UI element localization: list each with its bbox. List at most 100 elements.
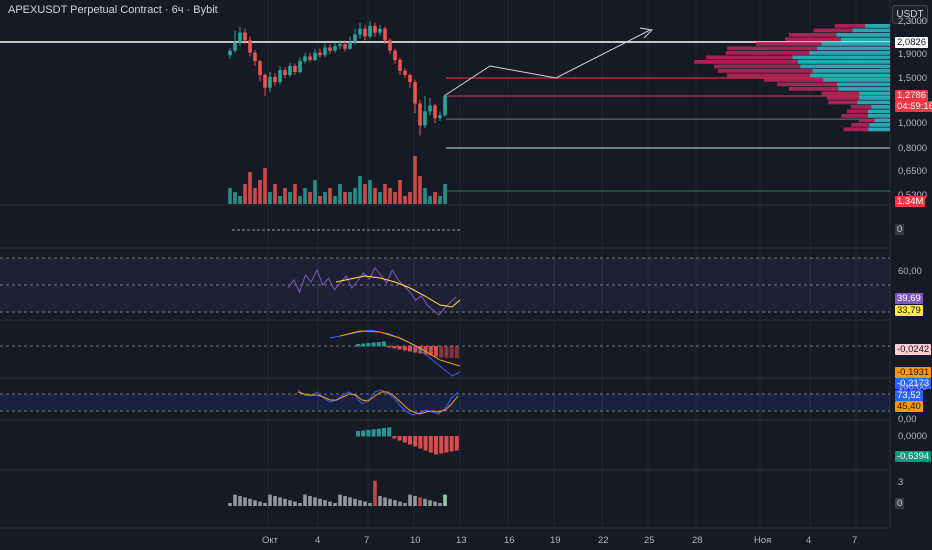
level-high-tag: 2,0826 bbox=[895, 37, 929, 48]
volume-bar bbox=[443, 184, 447, 204]
macd-hist-bar bbox=[428, 346, 433, 356]
volume-bar bbox=[248, 172, 252, 204]
currency-button[interactable]: USDT bbox=[892, 5, 928, 24]
volume-profile-bar bbox=[755, 42, 822, 46]
oscillator-bar bbox=[449, 436, 454, 452]
stoch-band bbox=[0, 394, 890, 411]
oscillator-bar bbox=[356, 431, 360, 437]
volume-bar bbox=[258, 180, 262, 204]
count-tick: 3 bbox=[898, 477, 904, 488]
candle-body bbox=[408, 75, 412, 83]
volume-profile-bar bbox=[858, 118, 875, 123]
volume-profile-bar bbox=[871, 105, 890, 109]
volume-bar bbox=[393, 192, 397, 204]
count-bar bbox=[323, 500, 327, 506]
count-bar bbox=[373, 480, 377, 506]
count-bar bbox=[403, 503, 407, 506]
volume-profile-bar bbox=[838, 87, 890, 91]
oscillator-bar bbox=[402, 436, 407, 443]
candle-body bbox=[358, 28, 362, 35]
candle-body bbox=[393, 50, 397, 60]
time-tick: Окт bbox=[262, 535, 279, 546]
volume-profile-bar bbox=[823, 78, 890, 82]
oscillator-bar bbox=[397, 436, 402, 441]
candle-body bbox=[353, 34, 357, 43]
count-bar bbox=[243, 497, 247, 506]
volume-bar bbox=[298, 196, 302, 204]
volume-profile-bar bbox=[836, 33, 890, 37]
last-price-tag: 1,2786 bbox=[895, 90, 929, 101]
macd-hist-bar bbox=[408, 346, 412, 352]
trend-arrow-head bbox=[639, 27, 654, 39]
count-bar bbox=[398, 501, 402, 506]
volume-profile-bar bbox=[867, 109, 890, 114]
candle-body bbox=[313, 52, 317, 60]
volume-bar bbox=[403, 196, 407, 204]
time-tick: 7 bbox=[364, 535, 370, 546]
macd-hist-bar bbox=[434, 346, 438, 357]
volume-profile-bar bbox=[809, 51, 890, 55]
count-bar bbox=[268, 494, 272, 506]
price-tick: 1,5000 bbox=[898, 73, 928, 84]
volume-bar bbox=[378, 192, 382, 204]
candle-body bbox=[248, 40, 252, 53]
rsi-level-tick: 60,00 bbox=[898, 266, 922, 277]
volume-bar bbox=[338, 184, 342, 204]
count-bar bbox=[378, 496, 382, 506]
count-bar bbox=[253, 500, 257, 506]
count-zero-tag: 0 bbox=[895, 498, 905, 509]
candle-body bbox=[348, 42, 352, 49]
count-bar bbox=[443, 494, 447, 506]
volume-profile-bar bbox=[836, 82, 890, 87]
count-bar bbox=[353, 498, 357, 506]
oscillator-bar bbox=[371, 429, 376, 437]
macd-hist-bar bbox=[402, 346, 407, 351]
volume-profile-bar bbox=[840, 37, 890, 42]
volume-profile-bar bbox=[800, 64, 890, 69]
volume-bar bbox=[318, 196, 322, 204]
trend-path-line bbox=[443, 29, 651, 97]
volume-bar bbox=[373, 188, 377, 204]
oscillator-bar bbox=[387, 427, 392, 437]
count-bar bbox=[263, 503, 267, 506]
count-bar bbox=[343, 496, 347, 506]
candle-body bbox=[443, 95, 447, 116]
volume-bar bbox=[268, 192, 272, 204]
volume-profile-bar bbox=[869, 123, 890, 127]
macd-hist-bar bbox=[382, 341, 386, 347]
count-bar bbox=[348, 497, 352, 506]
stoch-d-tag: 45,40 bbox=[895, 401, 923, 412]
volume-bar bbox=[328, 188, 332, 204]
volume-profile-bar bbox=[725, 51, 810, 55]
macd-hist-bar bbox=[387, 346, 392, 348]
candle-body bbox=[243, 32, 247, 41]
volume-bar bbox=[288, 192, 292, 204]
volume-bar bbox=[428, 196, 432, 204]
volume-bar bbox=[343, 192, 347, 204]
count-bar bbox=[383, 497, 387, 506]
candle-body bbox=[428, 105, 432, 112]
macd-hist-tag: -0,0242 bbox=[895, 344, 932, 355]
oscillator-bar bbox=[413, 436, 418, 447]
count-bar bbox=[233, 494, 237, 506]
volume-bar bbox=[293, 184, 297, 204]
macd-signal-line bbox=[339, 330, 461, 367]
macd-hist-bar bbox=[361, 343, 366, 347]
count-bar bbox=[413, 496, 417, 506]
time-tick: 28 bbox=[692, 535, 703, 546]
volume-profile-bar bbox=[841, 114, 869, 118]
osc-zero-tick: 0,0000 bbox=[898, 431, 928, 442]
volume-bar bbox=[408, 192, 412, 204]
stoch-zero-tick: 0,00 bbox=[898, 414, 917, 425]
oscillator-bar bbox=[382, 428, 386, 437]
volume-bar bbox=[283, 188, 287, 204]
volume-profile-bar bbox=[788, 87, 839, 91]
time-tick: 4 bbox=[806, 535, 812, 546]
candle-body bbox=[283, 70, 287, 75]
volume-bar bbox=[388, 188, 392, 204]
macd-hist-bar bbox=[439, 346, 444, 358]
macd-hist-bar bbox=[371, 342, 376, 347]
candle-body bbox=[293, 66, 297, 72]
